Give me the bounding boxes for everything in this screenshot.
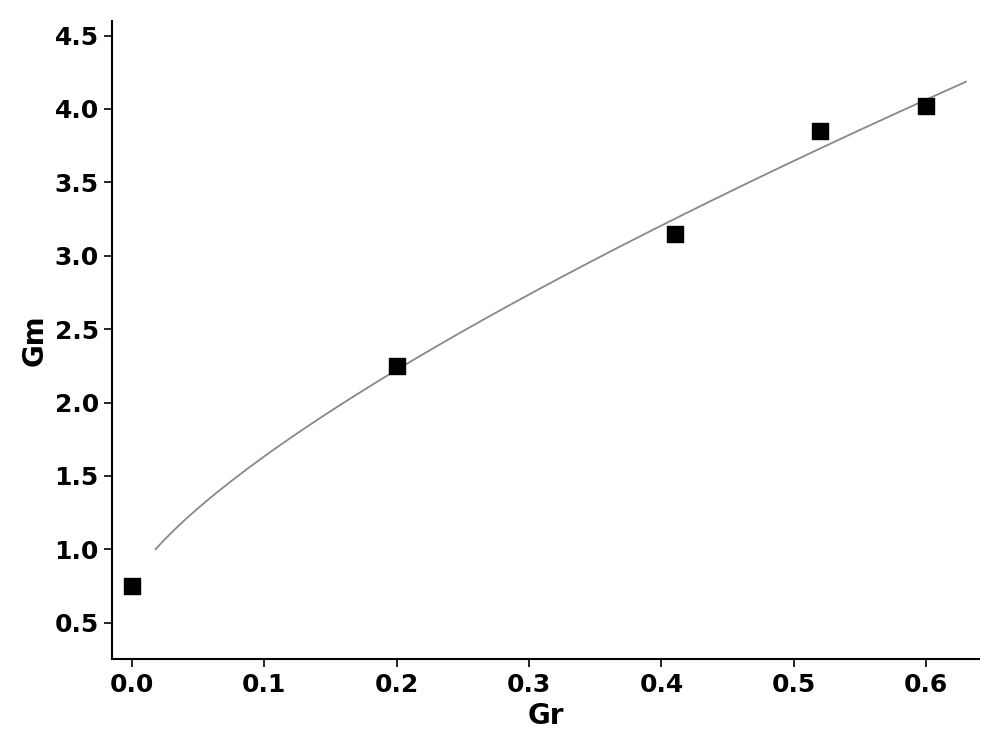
Point: [124, 580, 140, 592]
Point: [667, 228, 683, 240]
X-axis label: Gr: Gr: [527, 702, 564, 730]
Point: [812, 125, 828, 137]
Point: [918, 100, 934, 112]
Y-axis label: Gm: Gm: [21, 315, 49, 366]
Point: [389, 360, 405, 372]
